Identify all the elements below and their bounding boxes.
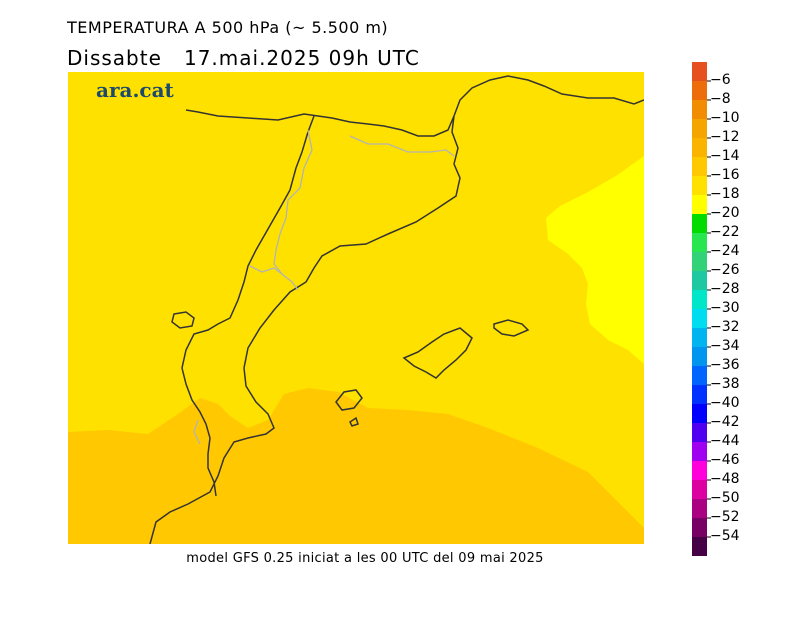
legend-label: −44: [710, 433, 740, 449]
color-legend: [692, 62, 711, 556]
legend-label: −48: [710, 471, 740, 487]
legend-label: −22: [710, 224, 740, 240]
legend-label: −52: [710, 509, 740, 525]
legend-label: −40: [710, 395, 740, 411]
legend-swatch: [692, 252, 707, 271]
legend-swatch: [692, 385, 707, 404]
legend-label: −18: [710, 186, 740, 202]
legend-label: −8: [710, 91, 731, 107]
legend-label: −16: [710, 167, 740, 183]
legend-swatch: [692, 328, 707, 347]
region-borders: [193, 129, 455, 445]
legend-label: −30: [710, 300, 740, 316]
legend-label: −24: [710, 243, 740, 259]
legend-swatch: [692, 233, 707, 252]
legend-label: −42: [710, 414, 740, 430]
legend-swatch: [692, 100, 707, 119]
temperature-map: [68, 72, 644, 544]
legend-swatch: [692, 81, 707, 100]
legend-label: −26: [710, 262, 740, 278]
legend-label: −12: [710, 129, 740, 145]
legend-swatch: [692, 347, 707, 366]
legend-swatch: [692, 271, 707, 290]
legend-swatch: [692, 157, 707, 176]
legend-swatch: [692, 442, 707, 461]
model-run-info: model GFS 0.25 iniciat a les 00 UTC del …: [186, 551, 544, 566]
legend-swatch: [692, 214, 707, 233]
legend-label: −10: [710, 110, 740, 126]
legend-swatch: [692, 119, 707, 138]
legend-swatch: [692, 423, 707, 442]
legend-swatch: [692, 461, 707, 480]
map-title: TEMPERATURA A 500 hPa (~ 5.500 m): [67, 18, 389, 37]
legend-label: −38: [710, 376, 740, 392]
ara-cat-logo: ara.cat: [96, 78, 174, 102]
legend-swatch: [692, 366, 707, 385]
legend-swatch: [692, 309, 707, 328]
forecast-datetime: Dissabte 17.mai.2025 09h UTC: [67, 46, 420, 70]
legend-label: −14: [710, 148, 740, 164]
legend-swatch: [692, 62, 707, 81]
legend-swatch: [692, 480, 707, 499]
legend-swatch: [692, 499, 707, 518]
legend-label: −32: [710, 319, 740, 335]
legend-label: −46: [710, 452, 740, 468]
legend-swatch: [692, 138, 707, 157]
legend-label: −36: [710, 357, 740, 373]
legend-swatch: [692, 404, 707, 423]
field-region-minus20: [546, 156, 644, 364]
legend-swatch: [692, 195, 707, 214]
legend-swatch: [692, 290, 707, 309]
legend-label: −28: [710, 281, 740, 297]
legend-swatch: [692, 537, 707, 556]
legend-label: −20: [710, 205, 740, 221]
legend-label: −54: [710, 528, 740, 544]
legend-swatch: [692, 518, 707, 537]
field-region-minus16: [68, 388, 644, 544]
legend-label: −50: [710, 490, 740, 506]
legend-label: −34: [710, 338, 740, 354]
coastline: [149, 75, 644, 544]
legend-swatch: [692, 176, 707, 195]
legend-label: −6: [710, 72, 731, 88]
